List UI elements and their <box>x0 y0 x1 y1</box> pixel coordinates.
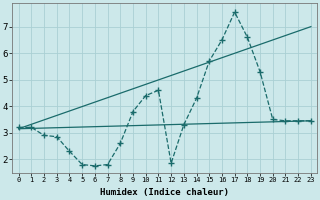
X-axis label: Humidex (Indice chaleur): Humidex (Indice chaleur) <box>100 188 229 197</box>
